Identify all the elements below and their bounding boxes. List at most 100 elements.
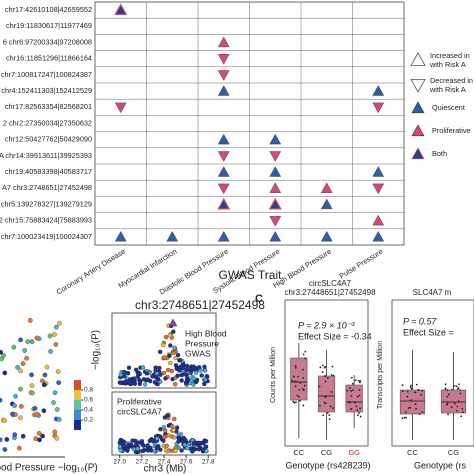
row-label: chr17:82563354|82568201 <box>5 102 92 111</box>
jitter-point <box>354 379 357 382</box>
locus-point <box>153 365 158 370</box>
jitter-point <box>462 411 464 414</box>
box-xlabel: Genotype (rs <box>414 460 467 470</box>
jitter-point <box>350 389 352 392</box>
jitter-point <box>347 401 350 403</box>
jitter-point <box>303 384 306 387</box>
x-tick-label: 27.4 <box>158 459 171 466</box>
box-frame <box>284 299 369 447</box>
scatter-point <box>18 368 23 374</box>
row-label: chr16:11851296|11866164 <box>6 54 92 63</box>
locus-point <box>204 373 209 379</box>
scatter-point <box>12 432 18 438</box>
locus-point <box>131 446 136 452</box>
scatter-point <box>51 400 56 405</box>
box-title: chr3:27448651|27452498 <box>284 288 376 297</box>
category-label: CG <box>448 448 459 457</box>
locus-point <box>144 371 149 376</box>
jitter-point <box>293 401 296 404</box>
locus-point <box>182 442 187 447</box>
trait-marker <box>372 102 385 114</box>
jitter-point <box>324 375 326 378</box>
scatter-point <box>56 380 61 386</box>
jitter-point <box>350 395 353 397</box>
locus-point <box>161 425 166 430</box>
jitter-point <box>292 400 295 403</box>
jitter-point <box>302 353 305 356</box>
panel-label: C <box>255 293 263 305</box>
locus-point <box>203 439 209 444</box>
scatter-point <box>0 397 3 403</box>
box-stat: Effect Size = <box>403 327 454 337</box>
scatter-point <box>54 324 59 330</box>
locus-point <box>126 365 132 370</box>
locus-point <box>163 447 169 453</box>
locus-point <box>191 382 196 387</box>
jitter-point <box>331 365 334 368</box>
jitter-point <box>453 385 456 387</box>
locus-point <box>191 364 196 369</box>
scatter-point <box>20 433 26 439</box>
jitter-point <box>357 379 360 382</box>
locus-point <box>202 381 207 387</box>
jitter-point <box>298 388 301 391</box>
colorbar-label: 0.8 <box>84 387 93 394</box>
trait-marker <box>217 151 230 162</box>
scatter-point <box>29 383 35 388</box>
trait-marker <box>217 36 230 48</box>
locus-point <box>171 427 176 433</box>
jitter-point <box>332 374 335 377</box>
locus-point <box>173 382 178 387</box>
scatter-point <box>11 344 17 350</box>
scatter-point <box>36 431 42 436</box>
jitter-point <box>354 401 356 404</box>
locus-point <box>145 443 150 448</box>
locus-point <box>169 434 174 439</box>
locus-point <box>191 376 197 381</box>
category-label: CG <box>321 448 332 457</box>
locus-point <box>188 367 193 372</box>
scatter-point <box>0 356 4 362</box>
row-label: chr7:100023419|100024307 <box>1 232 92 241</box>
locus-point <box>128 381 133 386</box>
jitter-point <box>293 380 296 383</box>
trait-marker <box>372 230 385 242</box>
jitter-point <box>401 390 404 393</box>
locus-title: chr3:2748651|27452498 <box>135 298 265 312</box>
locus-point <box>173 363 179 368</box>
jitter-point <box>459 389 462 392</box>
jitter-point <box>455 385 458 388</box>
scatter-point <box>0 349 3 355</box>
trait-marker <box>372 85 385 96</box>
colorbar-label: 0.6 <box>84 397 93 404</box>
locus-label: circSLC4A7 <box>117 406 162 416</box>
scatter-point <box>42 372 48 378</box>
locus-point <box>134 367 139 372</box>
jitter-point <box>298 395 300 398</box>
colorbar-label: 0.4 <box>84 407 93 414</box>
trait-marker <box>268 197 282 210</box>
trait-marker <box>320 230 333 242</box>
jitter-point <box>409 406 412 409</box>
locus-point <box>199 373 204 378</box>
legend-label: Increased in <box>430 51 470 60</box>
scatter-point <box>40 378 45 384</box>
legend-marker <box>410 52 426 66</box>
locus-point <box>168 343 173 348</box>
scatter-point <box>15 365 20 370</box>
scatter-point <box>0 437 3 443</box>
scatter-point <box>52 390 58 395</box>
scatter-point <box>18 386 23 392</box>
box <box>290 357 308 401</box>
box-stat: P = 2.9 × 10⁻³ <box>298 320 355 330</box>
scatter-point <box>54 407 60 412</box>
locus-point <box>183 437 188 443</box>
box-xlabel: Genotype (rs428239) <box>285 460 370 470</box>
locus-point <box>161 434 167 440</box>
jitter-point <box>299 381 302 384</box>
jitter-point <box>358 389 361 391</box>
jitter-point <box>299 399 301 402</box>
legend-label: Proliferative <box>432 126 471 135</box>
locus-point <box>176 435 181 440</box>
locus-point <box>179 448 184 453</box>
